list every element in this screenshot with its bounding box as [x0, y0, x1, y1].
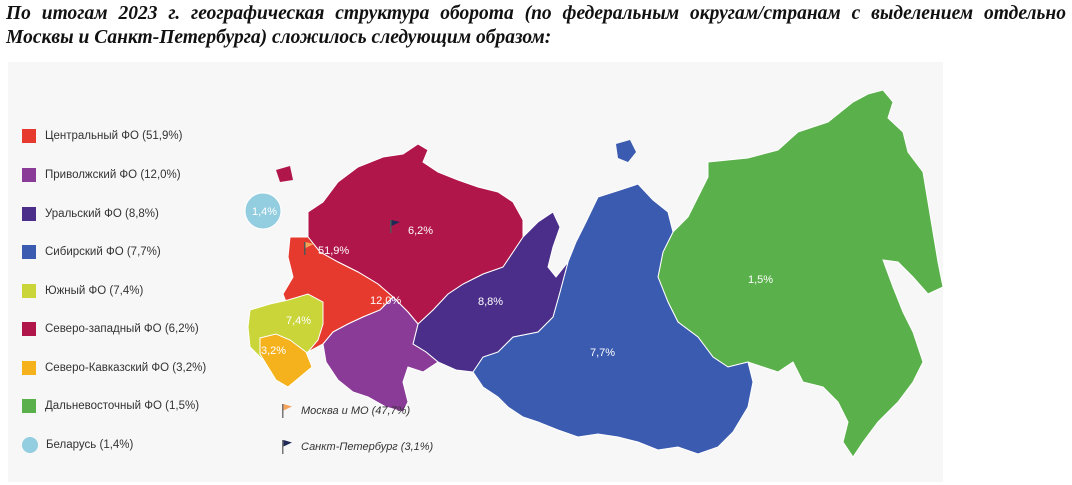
legend-swatch	[22, 322, 36, 336]
spb-flag-icon	[390, 220, 400, 233]
legend-label: Северо-западный ФО (6,2%)	[45, 323, 199, 335]
belarus-circle	[244, 192, 282, 230]
legend-swatch	[22, 207, 36, 221]
legend-label: Беларусь (1,4%)	[46, 439, 134, 451]
label-ural: 8,8%	[478, 296, 503, 308]
flag-icon	[282, 440, 292, 454]
legend-label: Южный ФО (7,4%)	[45, 285, 144, 297]
label-northwest: 6,2%	[408, 225, 433, 237]
legend-label: Уральский ФО (8,8%)	[45, 208, 159, 220]
legend-swatch	[22, 284, 36, 298]
legend-swatch	[22, 437, 38, 453]
label-volga: 12,0%	[370, 295, 401, 307]
label-siberia: 7,7%	[590, 347, 615, 359]
region-caucasus	[259, 333, 313, 388]
legend-swatch	[22, 129, 36, 143]
legend-item: Беларусь (1,4%)	[22, 435, 133, 455]
flag-note-moscow-label: Москва и МО (47,7%)	[301, 405, 411, 417]
legend-label: Сибирский ФО (7,7%)	[45, 246, 161, 258]
legend-item: Сибирский ФО (7,7%)	[22, 242, 161, 262]
legend-swatch	[22, 361, 36, 375]
label-south: 7,4%	[286, 315, 311, 327]
flag-note-spb: Санкт-Петербург (3,1%)	[282, 440, 433, 454]
label-fareast: 1,5%	[748, 274, 773, 286]
flag-note-moscow: Москва и МО (47,7%)	[282, 404, 410, 418]
region-siberia-island	[616, 140, 636, 162]
legend-label: Северо-Кавказский ФО (3,2%)	[45, 362, 207, 374]
legend-item: Дальневосточный ФО (1,5%)	[22, 396, 199, 416]
flag-icon	[282, 404, 292, 418]
legend-label: Центральный ФО (51,9%)	[45, 130, 183, 142]
legend-swatch	[22, 245, 36, 259]
page-heading: По итогам 2023 г. географическая структу…	[6, 3, 1066, 48]
legend-item: Северо-западный ФО (6,2%)	[22, 319, 199, 339]
moscow-flag-icon	[304, 242, 314, 255]
legend-swatch	[22, 168, 36, 182]
map-figure: 51,9% 6,2% 12,0% 8,8% 7,7% 1,5% 7,4% 3,2…	[8, 62, 943, 482]
label-caucasus: 3,2%	[261, 345, 286, 357]
legend-item: Северо-Кавказский ФО (3,2%)	[22, 358, 206, 378]
label-belarus: 1,4%	[252, 206, 277, 218]
flag-note-spb-label: Санкт-Петербург (3,1%)	[301, 441, 434, 453]
russia-map: 51,9% 6,2% 12,0% 8,8% 7,7% 1,5% 7,4% 3,2…	[244, 89, 943, 458]
legend-item: Центральный ФО (51,9%)	[22, 126, 182, 146]
legend-item: Приволжский ФО (12,0%)	[22, 165, 181, 185]
region-volga	[322, 296, 439, 413]
region-northwest-island	[276, 166, 293, 182]
legend-label: Дальневосточный ФО (1,5%)	[45, 400, 200, 412]
legend-item: Южный ФО (7,4%)	[22, 281, 143, 301]
legend-item: Уральский ФО (8,8%)	[22, 204, 159, 224]
legend-label: Приволжский ФО (12,0%)	[45, 169, 181, 181]
label-central: 51,9%	[318, 245, 349, 257]
legend-swatch	[22, 399, 36, 413]
